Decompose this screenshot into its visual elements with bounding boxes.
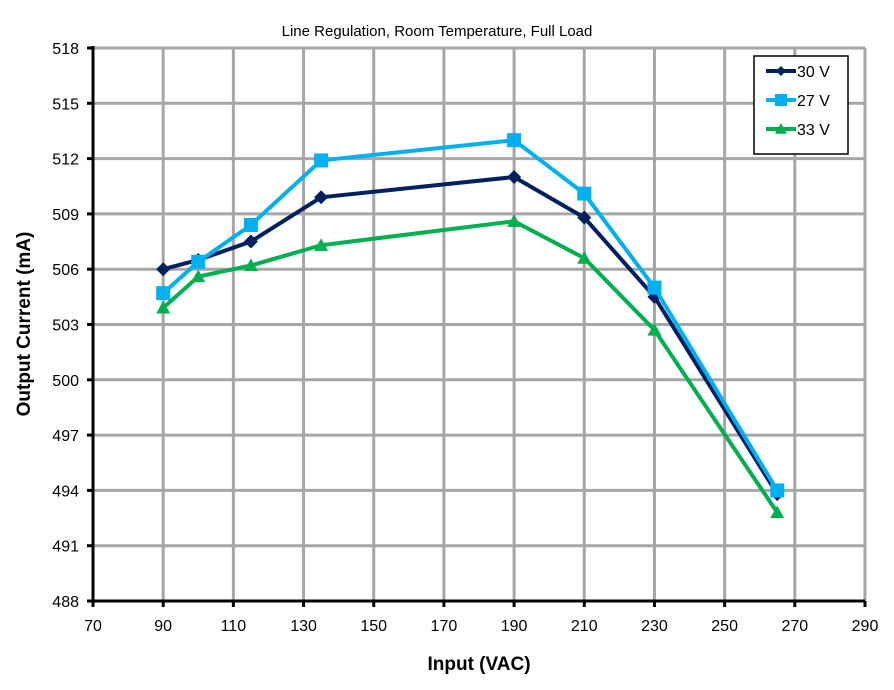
data-point xyxy=(647,280,662,295)
series-group xyxy=(156,133,785,519)
legend-marker xyxy=(776,66,786,76)
y-tick-label: 515 xyxy=(52,96,79,113)
legend-marker xyxy=(775,123,787,134)
y-axis-title: Output Current (mA) xyxy=(14,232,35,417)
y-tick-label: 506 xyxy=(52,262,79,279)
legend: 30 V 27 V 33 V xyxy=(753,55,849,155)
series-line xyxy=(161,219,779,514)
data-point xyxy=(770,505,785,519)
data-point xyxy=(770,483,785,498)
x-tick-label: 110 xyxy=(221,618,247,635)
data-point xyxy=(314,238,329,251)
y-tick-label: 497 xyxy=(52,428,79,445)
data-point xyxy=(156,286,171,301)
y-tick-label: 512 xyxy=(52,152,79,169)
data-point xyxy=(577,251,592,264)
x-tick-label: 250 xyxy=(711,618,738,635)
data-point xyxy=(507,214,522,227)
x-tick-label: 270 xyxy=(781,618,808,635)
y-tick-label: 488 xyxy=(52,594,79,611)
x-tick-label: 210 xyxy=(571,618,598,635)
legend-label: 33 V xyxy=(797,122,830,139)
x-axis-title: Input (VAC) xyxy=(427,654,530,675)
x-tick-label: 150 xyxy=(360,618,387,635)
legend-marker xyxy=(775,94,787,106)
data-point xyxy=(647,323,662,336)
x-axis-ticks: 70 90 110 130 150 170 190 210 230 250 270 290 xyxy=(84,601,878,635)
data-point xyxy=(577,210,592,225)
legend-item: 30 V xyxy=(766,64,830,81)
series-33v xyxy=(156,214,785,519)
grid xyxy=(93,46,867,601)
data-point xyxy=(507,133,522,148)
y-tick-label: 494 xyxy=(52,483,79,500)
data-point xyxy=(191,254,206,269)
data-point xyxy=(314,190,329,205)
data-point xyxy=(314,153,329,168)
x-tick-label: 290 xyxy=(852,618,879,635)
x-tick-label: 230 xyxy=(641,618,668,635)
y-tick-label: 509 xyxy=(52,207,79,224)
data-point xyxy=(191,269,206,283)
legend-item: 33 V xyxy=(766,122,830,139)
x-tick-label: 90 xyxy=(154,618,172,635)
data-point xyxy=(156,262,171,277)
legend-label: 27 V xyxy=(797,93,830,110)
y-tick-label: 503 xyxy=(52,318,79,335)
data-point xyxy=(243,234,258,249)
data-point xyxy=(156,300,171,314)
y-tick-label: 518 xyxy=(52,41,79,58)
y-axis-ticks: 488 491 494 497 500 503 506 509 512 515 518 xyxy=(52,41,93,611)
y-tick-label: 491 xyxy=(52,539,79,556)
legend-label: 30 V xyxy=(797,64,830,81)
x-tick-label: 130 xyxy=(290,618,317,635)
data-point xyxy=(507,170,522,185)
data-point xyxy=(243,258,258,272)
series-line xyxy=(161,138,779,492)
x-tick-label: 170 xyxy=(431,618,458,635)
y-tick-label: 500 xyxy=(52,373,79,390)
legend-item: 27 V xyxy=(766,93,830,110)
data-point xyxy=(243,217,258,232)
x-tick-label: 190 xyxy=(501,618,528,635)
data-point xyxy=(577,186,592,201)
chart-title: Line Regulation, Room Temperature, Full … xyxy=(282,23,593,40)
x-tick-label: 70 xyxy=(84,618,102,635)
series-27v xyxy=(156,133,785,498)
